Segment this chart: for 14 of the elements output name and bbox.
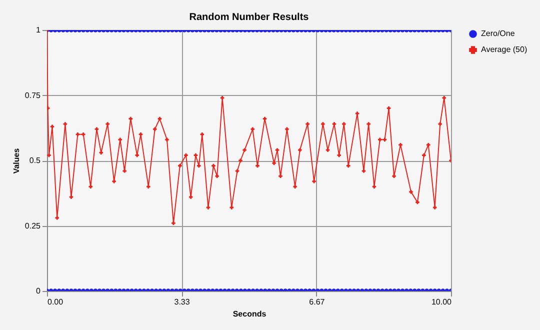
x-tick-label: 6.67 (309, 298, 326, 306)
y-tick-label: 0.25 (24, 221, 42, 230)
x-tick-label: 0.00 (48, 298, 64, 306)
y-tick-label: 0.75 (24, 90, 42, 100)
chart-title: Random Number Results (189, 12, 310, 23)
y-tick-label: 0.5 (29, 156, 42, 165)
y-axis-title: Values (12, 148, 21, 174)
legend-label: Average (50) (481, 45, 528, 54)
x-axis-title: Seconds (232, 310, 267, 318)
y-tick-label: 0 (36, 286, 42, 296)
y-tick-label: 1 (36, 26, 42, 34)
legend-label: Zero/One (481, 29, 516, 38)
x-tick-label: 10.00 (431, 298, 452, 306)
x-tick-label: 3.33 (174, 298, 190, 306)
